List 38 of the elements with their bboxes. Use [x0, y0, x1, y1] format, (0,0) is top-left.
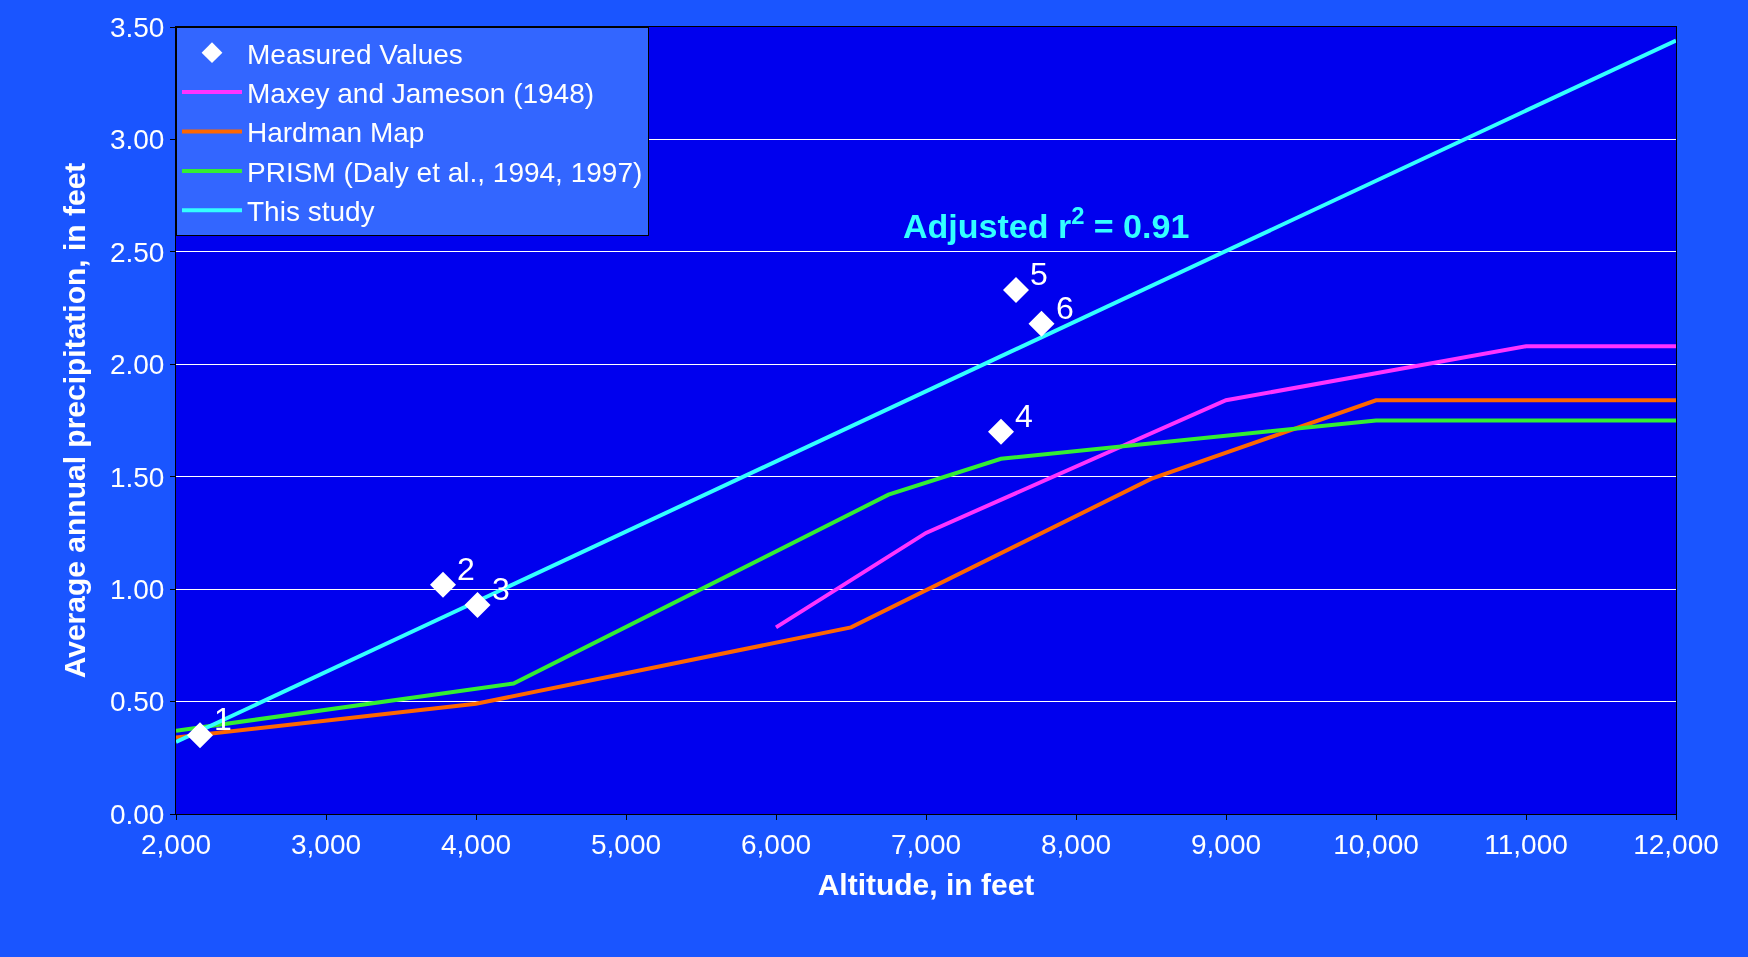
- point: [187, 722, 213, 749]
- point: [1028, 310, 1055, 337]
- x-tick-label: 4,000: [440, 828, 512, 860]
- x-tick-label: 2,000: [140, 828, 212, 860]
- annotation: 2: [457, 551, 475, 587]
- x-tick-label: 6,000: [740, 828, 812, 860]
- line-series: [774, 344, 1676, 630]
- y-tick-label: 2.50: [109, 236, 165, 268]
- point: [1003, 277, 1029, 304]
- x-tick-label: 8,000: [1040, 828, 1112, 860]
- y-axis-title: Average annual precipitation, in feet: [57, 162, 91, 679]
- x-tick-label: 11,000: [1484, 828, 1568, 860]
- point: [464, 591, 491, 618]
- x-axis-title: Altitude, in feet: [817, 868, 1035, 902]
- x-tick-label: 7,000: [890, 828, 962, 860]
- y-tick-label: 1.50: [109, 461, 165, 493]
- annotation: Adjusted r$^{2}$ = 0.91: [903, 202, 1190, 246]
- legend-label: PRISM (Daly et al., 1994, 1997): [247, 156, 643, 188]
- annotation: 5: [1030, 256, 1048, 292]
- y-tick-label: 3.50: [109, 11, 165, 43]
- point: [430, 571, 456, 598]
- x-tick-label: 3,000: [290, 828, 362, 860]
- y-tick-label: 0.00: [109, 798, 165, 830]
- annotation: 4: [1015, 398, 1033, 434]
- y-tick-label: 1.00: [109, 573, 165, 605]
- y-tick-label: 2.00: [109, 349, 165, 381]
- legend-label: Maxey and Jameson (1948): [247, 78, 595, 110]
- point: [988, 418, 1014, 445]
- x-tick-label: 9,000: [1190, 828, 1262, 860]
- legend-label: This study: [247, 196, 375, 228]
- y-tick-label: 3.00: [109, 124, 165, 156]
- x-tick-label: 10,000: [1333, 828, 1419, 860]
- legend-label: Hardman Map: [247, 117, 425, 149]
- y-tick-label: 0.50: [109, 686, 165, 718]
- legend-label: Measured Values: [247, 38, 463, 70]
- x-tick-label: 5,000: [590, 828, 662, 860]
- x-tick-label: 12,000: [1633, 828, 1719, 860]
- annotation: 6: [1056, 290, 1074, 326]
